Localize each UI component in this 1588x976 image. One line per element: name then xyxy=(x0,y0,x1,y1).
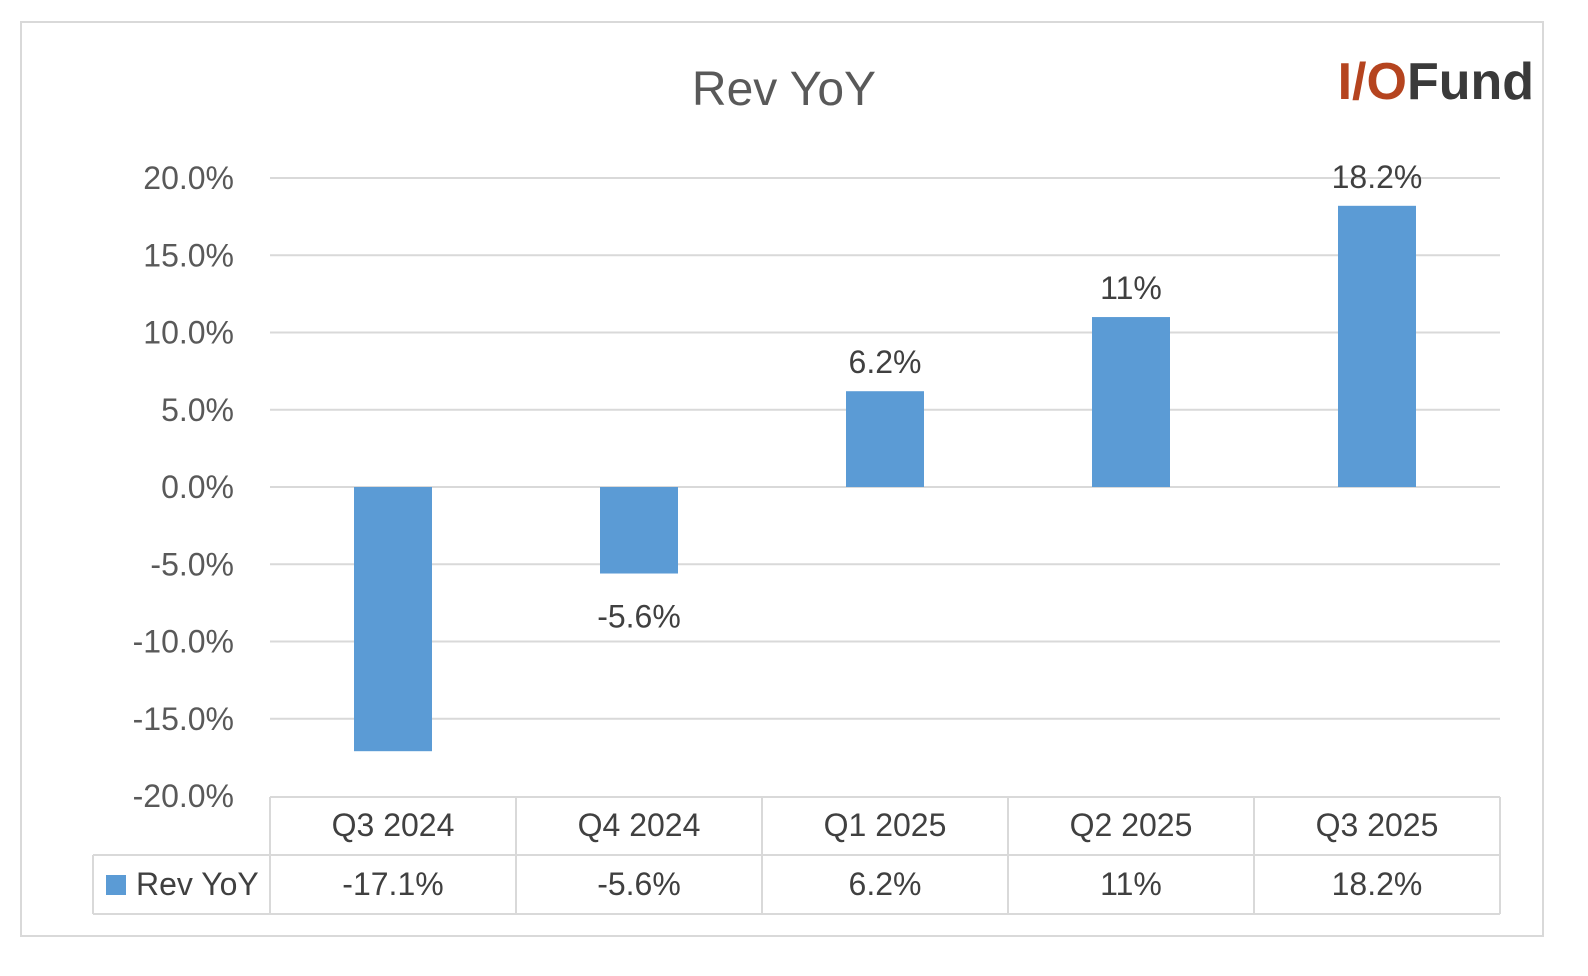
logo-fund-text: Fund xyxy=(1406,53,1534,111)
bar xyxy=(846,391,924,487)
y-tick-label: 5.0% xyxy=(161,392,234,428)
y-tick-label: 10.0% xyxy=(143,315,234,351)
data-label: 11% xyxy=(1100,270,1162,306)
table-value: 11% xyxy=(1100,866,1162,902)
category-label: Q1 2025 xyxy=(824,807,947,843)
data-label: -5.6% xyxy=(597,599,681,635)
table-value: -17.1% xyxy=(342,866,443,902)
category-label: Q3 2025 xyxy=(1316,807,1439,843)
y-tick-label: 0.0% xyxy=(161,469,234,505)
y-tick-label: -5.0% xyxy=(150,546,234,582)
y-tick-label: -20.0% xyxy=(133,778,234,814)
table-value: -5.6% xyxy=(597,866,681,902)
data-label: 18.2% xyxy=(1332,159,1423,195)
data-label: 6.2% xyxy=(849,344,922,380)
category-label: Q2 2025 xyxy=(1070,807,1193,843)
bar xyxy=(354,487,432,752)
bar xyxy=(1092,317,1170,487)
bar xyxy=(600,487,678,574)
y-tick-label: 20.0% xyxy=(143,160,234,196)
table-value: 6.2% xyxy=(849,866,922,902)
y-tick-label: -10.0% xyxy=(133,624,234,660)
bar xyxy=(1338,205,1416,487)
table-value: 18.2% xyxy=(1332,866,1423,902)
y-tick-label: -15.0% xyxy=(133,701,234,737)
brand-logo: I/OFund xyxy=(1338,52,1534,112)
logo-io-text: I/O xyxy=(1337,53,1407,111)
y-tick-label: 15.0% xyxy=(143,237,234,273)
category-label: Q4 2024 xyxy=(578,807,701,843)
legend-swatch xyxy=(106,875,126,895)
category-label: Q3 2024 xyxy=(332,807,455,843)
chart-frame xyxy=(20,21,1544,937)
chart-title: Rev YoY xyxy=(691,63,877,116)
legend-label: Rev YoY xyxy=(136,866,259,902)
